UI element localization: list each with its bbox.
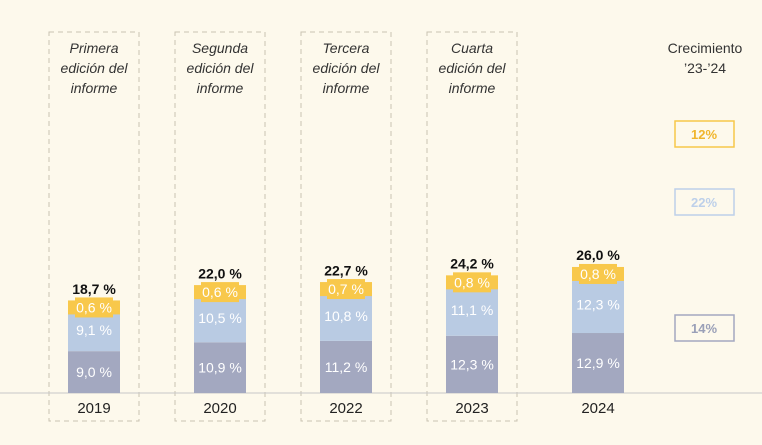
data-label: 11,1 % — [451, 302, 494, 318]
data-label: 9,0 % — [76, 364, 112, 380]
total-label: 24,2 % — [450, 255, 494, 271]
annotation-text: edición del — [439, 60, 507, 76]
data-label: 10,8 % — [324, 308, 368, 324]
annotation-box — [300, 31, 392, 422]
annotation-text: edición del — [313, 60, 381, 76]
growth-title: Crecimiento — [668, 40, 743, 56]
x-tick-label: 2019 — [77, 400, 110, 417]
annotation-text: informe — [449, 80, 496, 96]
growth-badge — [674, 120, 735, 148]
annotation-text: edición del — [61, 60, 129, 76]
growth-title: ’23-’24 — [684, 60, 726, 76]
x-tick-label: 2020 — [203, 400, 236, 417]
growth-value: 12% — [691, 127, 717, 142]
data-label: 10,9 % — [198, 360, 242, 376]
bar-segment — [320, 340, 372, 393]
annotation-box — [48, 31, 140, 422]
data-label: 0,6 % — [76, 299, 112, 315]
data-label: 0,7 % — [328, 281, 364, 297]
data-label: 0,8 % — [454, 274, 490, 290]
annotation-text: Segunda — [192, 40, 248, 56]
data-label: 12,9 % — [576, 355, 620, 371]
bar-segment — [194, 342, 246, 393]
annotation-text: Tercera — [323, 40, 370, 56]
data-label: 0,6 % — [202, 284, 238, 300]
x-tick-label: 2022 — [329, 400, 362, 417]
annotation-text: informe — [197, 80, 244, 96]
annotation-text: Cuarta — [451, 40, 493, 56]
bar-segment — [446, 335, 498, 393]
total-label: 26,0 % — [576, 247, 620, 263]
data-label: 11,2 % — [325, 359, 368, 375]
bar-segment-badge — [327, 279, 365, 300]
bar-segment — [68, 351, 120, 393]
bar-segment — [572, 333, 624, 393]
x-tick-label: 2024 — [581, 400, 614, 417]
bar-segment — [572, 275, 624, 334]
total-label: 22,7 % — [324, 262, 368, 278]
growth-value: 14% — [691, 321, 717, 336]
annotation-box — [426, 31, 518, 422]
data-label: 9,1 % — [76, 322, 112, 338]
growth-value: 22% — [691, 195, 717, 210]
total-label: 22,0 % — [198, 266, 242, 282]
data-label: 12,3 % — [450, 356, 494, 372]
bar-segment-badge — [579, 263, 617, 284]
data-label: 12,3 % — [576, 296, 620, 312]
total-label: 18,7 % — [72, 281, 116, 297]
annotation-text: informe — [71, 80, 118, 96]
data-label: 10,5 % — [198, 310, 242, 326]
annotation-box — [174, 31, 266, 422]
annotation-text: Primera — [69, 40, 118, 56]
bar-segment-badge — [201, 282, 239, 303]
annotation-text: informe — [323, 80, 370, 96]
data-label: 0,8 % — [580, 266, 616, 282]
bar-segment-badge — [75, 297, 113, 318]
growth-badge — [674, 314, 735, 342]
bar-segment-badge — [453, 272, 491, 293]
growth-badge — [674, 188, 735, 216]
x-tick-label: 2023 — [455, 400, 488, 417]
bar-segment — [446, 284, 498, 336]
annotation-text: edición del — [187, 60, 255, 76]
